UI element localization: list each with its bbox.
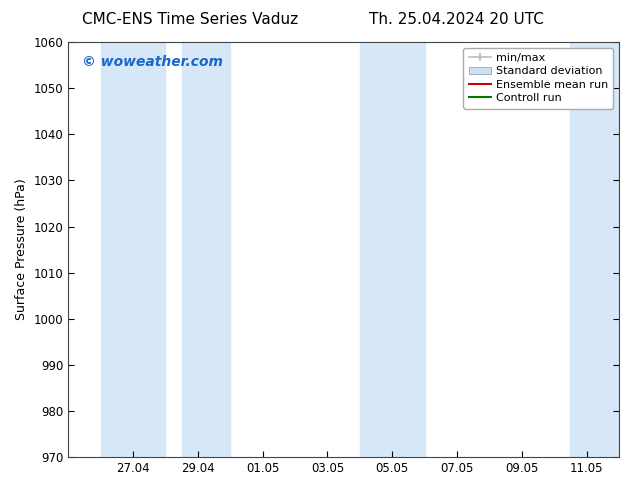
Text: Th. 25.04.2024 20 UTC: Th. 25.04.2024 20 UTC <box>369 12 544 27</box>
Text: CMC-ENS Time Series Vaduz: CMC-ENS Time Series Vaduz <box>82 12 298 27</box>
Bar <box>101 42 165 457</box>
Bar <box>359 42 425 457</box>
Text: © woweather.com: © woweather.com <box>82 54 223 69</box>
Bar <box>571 42 619 457</box>
Bar <box>181 42 230 457</box>
Legend: min/max, Standard deviation, Ensemble mean run, Controll run: min/max, Standard deviation, Ensemble me… <box>463 48 614 109</box>
Y-axis label: Surface Pressure (hPa): Surface Pressure (hPa) <box>15 179 28 320</box>
